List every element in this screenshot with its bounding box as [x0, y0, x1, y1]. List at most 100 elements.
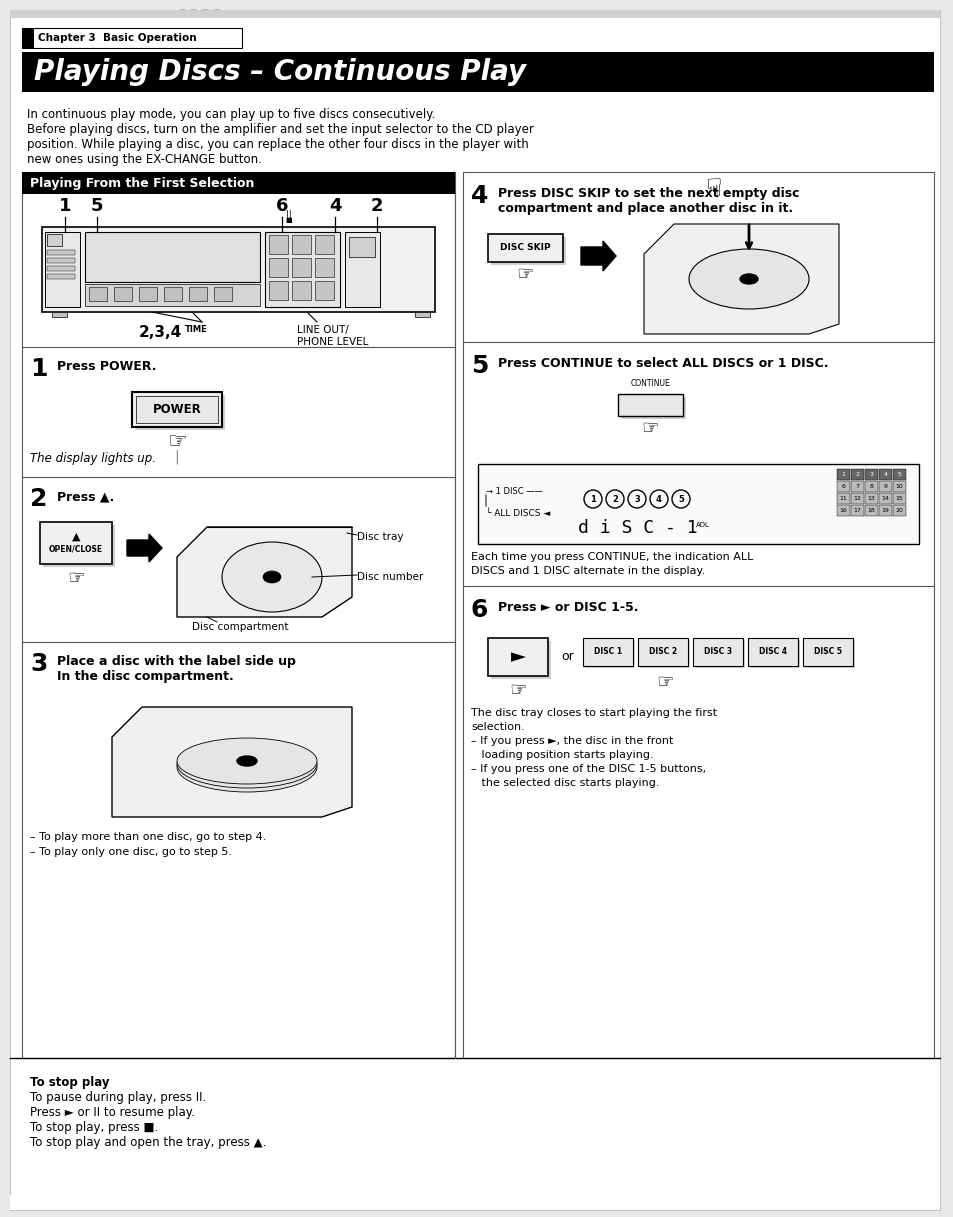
- Text: 8: 8: [868, 484, 873, 489]
- Bar: [892, 505, 905, 516]
- Text: DISC 2: DISC 2: [648, 647, 677, 656]
- Bar: [692, 638, 742, 666]
- Text: Place a disc with the label side up: Place a disc with the label side up: [57, 655, 295, 668]
- Text: or: or: [561, 651, 574, 663]
- Text: loading position starts playing.: loading position starts playing.: [471, 750, 653, 759]
- Bar: [491, 237, 565, 265]
- Polygon shape: [177, 527, 352, 617]
- Text: The disc tray closes to start playing the first: The disc tray closes to start playing th…: [471, 708, 717, 718]
- Bar: [477, 464, 918, 544]
- Bar: [135, 396, 225, 430]
- Text: 5: 5: [91, 197, 103, 215]
- Text: DISC 3: DISC 3: [703, 647, 731, 656]
- Text: Disc number: Disc number: [356, 572, 423, 582]
- Bar: [878, 481, 891, 492]
- Text: 4: 4: [329, 197, 341, 215]
- Bar: [878, 505, 891, 516]
- Bar: [213, 287, 232, 301]
- Text: 1: 1: [590, 494, 596, 504]
- Text: 5: 5: [678, 494, 683, 504]
- Text: To stop play and open the tray, press ▲.: To stop play and open the tray, press ▲.: [30, 1135, 266, 1149]
- Text: Each time you press CONTINUE, the indication ALL: Each time you press CONTINUE, the indica…: [471, 553, 753, 562]
- Text: compartment and place another disc in it.: compartment and place another disc in it…: [497, 202, 792, 215]
- Text: To stop play: To stop play: [30, 1076, 110, 1089]
- Bar: [47, 267, 75, 271]
- Text: ☞: ☞: [517, 265, 534, 284]
- Ellipse shape: [177, 740, 316, 787]
- Bar: [22, 28, 242, 47]
- Bar: [47, 234, 62, 246]
- Bar: [850, 493, 863, 504]
- Text: 1: 1: [30, 357, 48, 381]
- Bar: [620, 397, 685, 419]
- Text: 4: 4: [656, 494, 661, 504]
- Text: The display lights up.: The display lights up.: [30, 452, 156, 465]
- Text: 18: 18: [866, 507, 875, 514]
- Text: Disc compartment: Disc compartment: [192, 622, 288, 632]
- Bar: [836, 481, 849, 492]
- Text: 17: 17: [853, 507, 861, 514]
- Text: 4: 4: [471, 184, 488, 208]
- Text: In the disc compartment.: In the disc compartment.: [57, 671, 233, 683]
- Bar: [269, 235, 288, 254]
- Text: DISC 1: DISC 1: [594, 647, 621, 656]
- Text: – If you press one of the DISC 1-5 buttons,: – If you press one of the DISC 1-5 butto…: [471, 764, 705, 774]
- Bar: [892, 469, 905, 479]
- Text: ☞: ☞: [509, 682, 526, 700]
- Text: 2,3,4: 2,3,4: [138, 325, 182, 340]
- Text: Press CONTINUE to select ALL DISCS or 1 DISC.: Press CONTINUE to select ALL DISCS or 1 …: [497, 357, 827, 370]
- Bar: [10, 10, 939, 18]
- Text: POWER: POWER: [152, 403, 201, 416]
- Bar: [85, 232, 260, 282]
- Bar: [22, 172, 455, 1058]
- Text: 3: 3: [634, 494, 639, 504]
- Text: OPEN/CLOSE: OPEN/CLOSE: [49, 544, 103, 553]
- Text: Press POWER.: Press POWER.: [57, 360, 156, 372]
- Bar: [42, 228, 435, 312]
- Text: ☞: ☞: [656, 673, 674, 692]
- Ellipse shape: [222, 542, 322, 612]
- Text: 2: 2: [371, 197, 383, 215]
- Bar: [415, 312, 430, 316]
- Text: 13: 13: [866, 497, 875, 501]
- Text: Before playing discs, turn on the amplifier and set the input selector to the CD: Before playing discs, turn on the amplif…: [27, 123, 534, 136]
- Bar: [491, 641, 551, 679]
- Bar: [22, 28, 34, 47]
- Ellipse shape: [177, 742, 316, 792]
- Text: Playing Discs – Continuous Play: Playing Discs – Continuous Play: [34, 58, 525, 86]
- Bar: [349, 237, 375, 257]
- Text: To stop play, press ■.: To stop play, press ■.: [30, 1121, 158, 1134]
- Text: Press ► or DISC 1-5.: Press ► or DISC 1-5.: [497, 601, 638, 615]
- Text: ►: ►: [510, 647, 525, 667]
- Text: 1: 1: [59, 197, 71, 215]
- Text: 5: 5: [897, 472, 901, 477]
- Text: 14: 14: [881, 497, 888, 501]
- Bar: [749, 640, 800, 668]
- Bar: [189, 287, 207, 301]
- Text: 2: 2: [855, 472, 859, 477]
- Text: 2: 2: [612, 494, 618, 504]
- Bar: [47, 258, 75, 263]
- Text: Playing From the First Selection: Playing From the First Selection: [30, 176, 254, 190]
- Text: 5: 5: [471, 354, 488, 378]
- Bar: [892, 493, 905, 504]
- Bar: [864, 469, 877, 479]
- Bar: [638, 638, 687, 666]
- Bar: [269, 281, 288, 301]
- Bar: [864, 481, 877, 492]
- Bar: [164, 287, 182, 301]
- Text: 1: 1: [841, 472, 844, 477]
- Polygon shape: [112, 707, 352, 817]
- Bar: [113, 287, 132, 301]
- Bar: [836, 493, 849, 504]
- Text: Press ▲.: Press ▲.: [57, 490, 114, 503]
- Text: 10: 10: [895, 484, 902, 489]
- Text: 12: 12: [853, 497, 861, 501]
- Text: |: |: [174, 450, 179, 465]
- Bar: [836, 505, 849, 516]
- Text: selection.: selection.: [471, 722, 524, 731]
- Text: → 1 DISC ——: → 1 DISC ——: [485, 488, 542, 497]
- Bar: [864, 493, 877, 504]
- Text: ||: ||: [286, 211, 292, 219]
- Text: d i S C - 1: d i S C - 1: [578, 518, 697, 537]
